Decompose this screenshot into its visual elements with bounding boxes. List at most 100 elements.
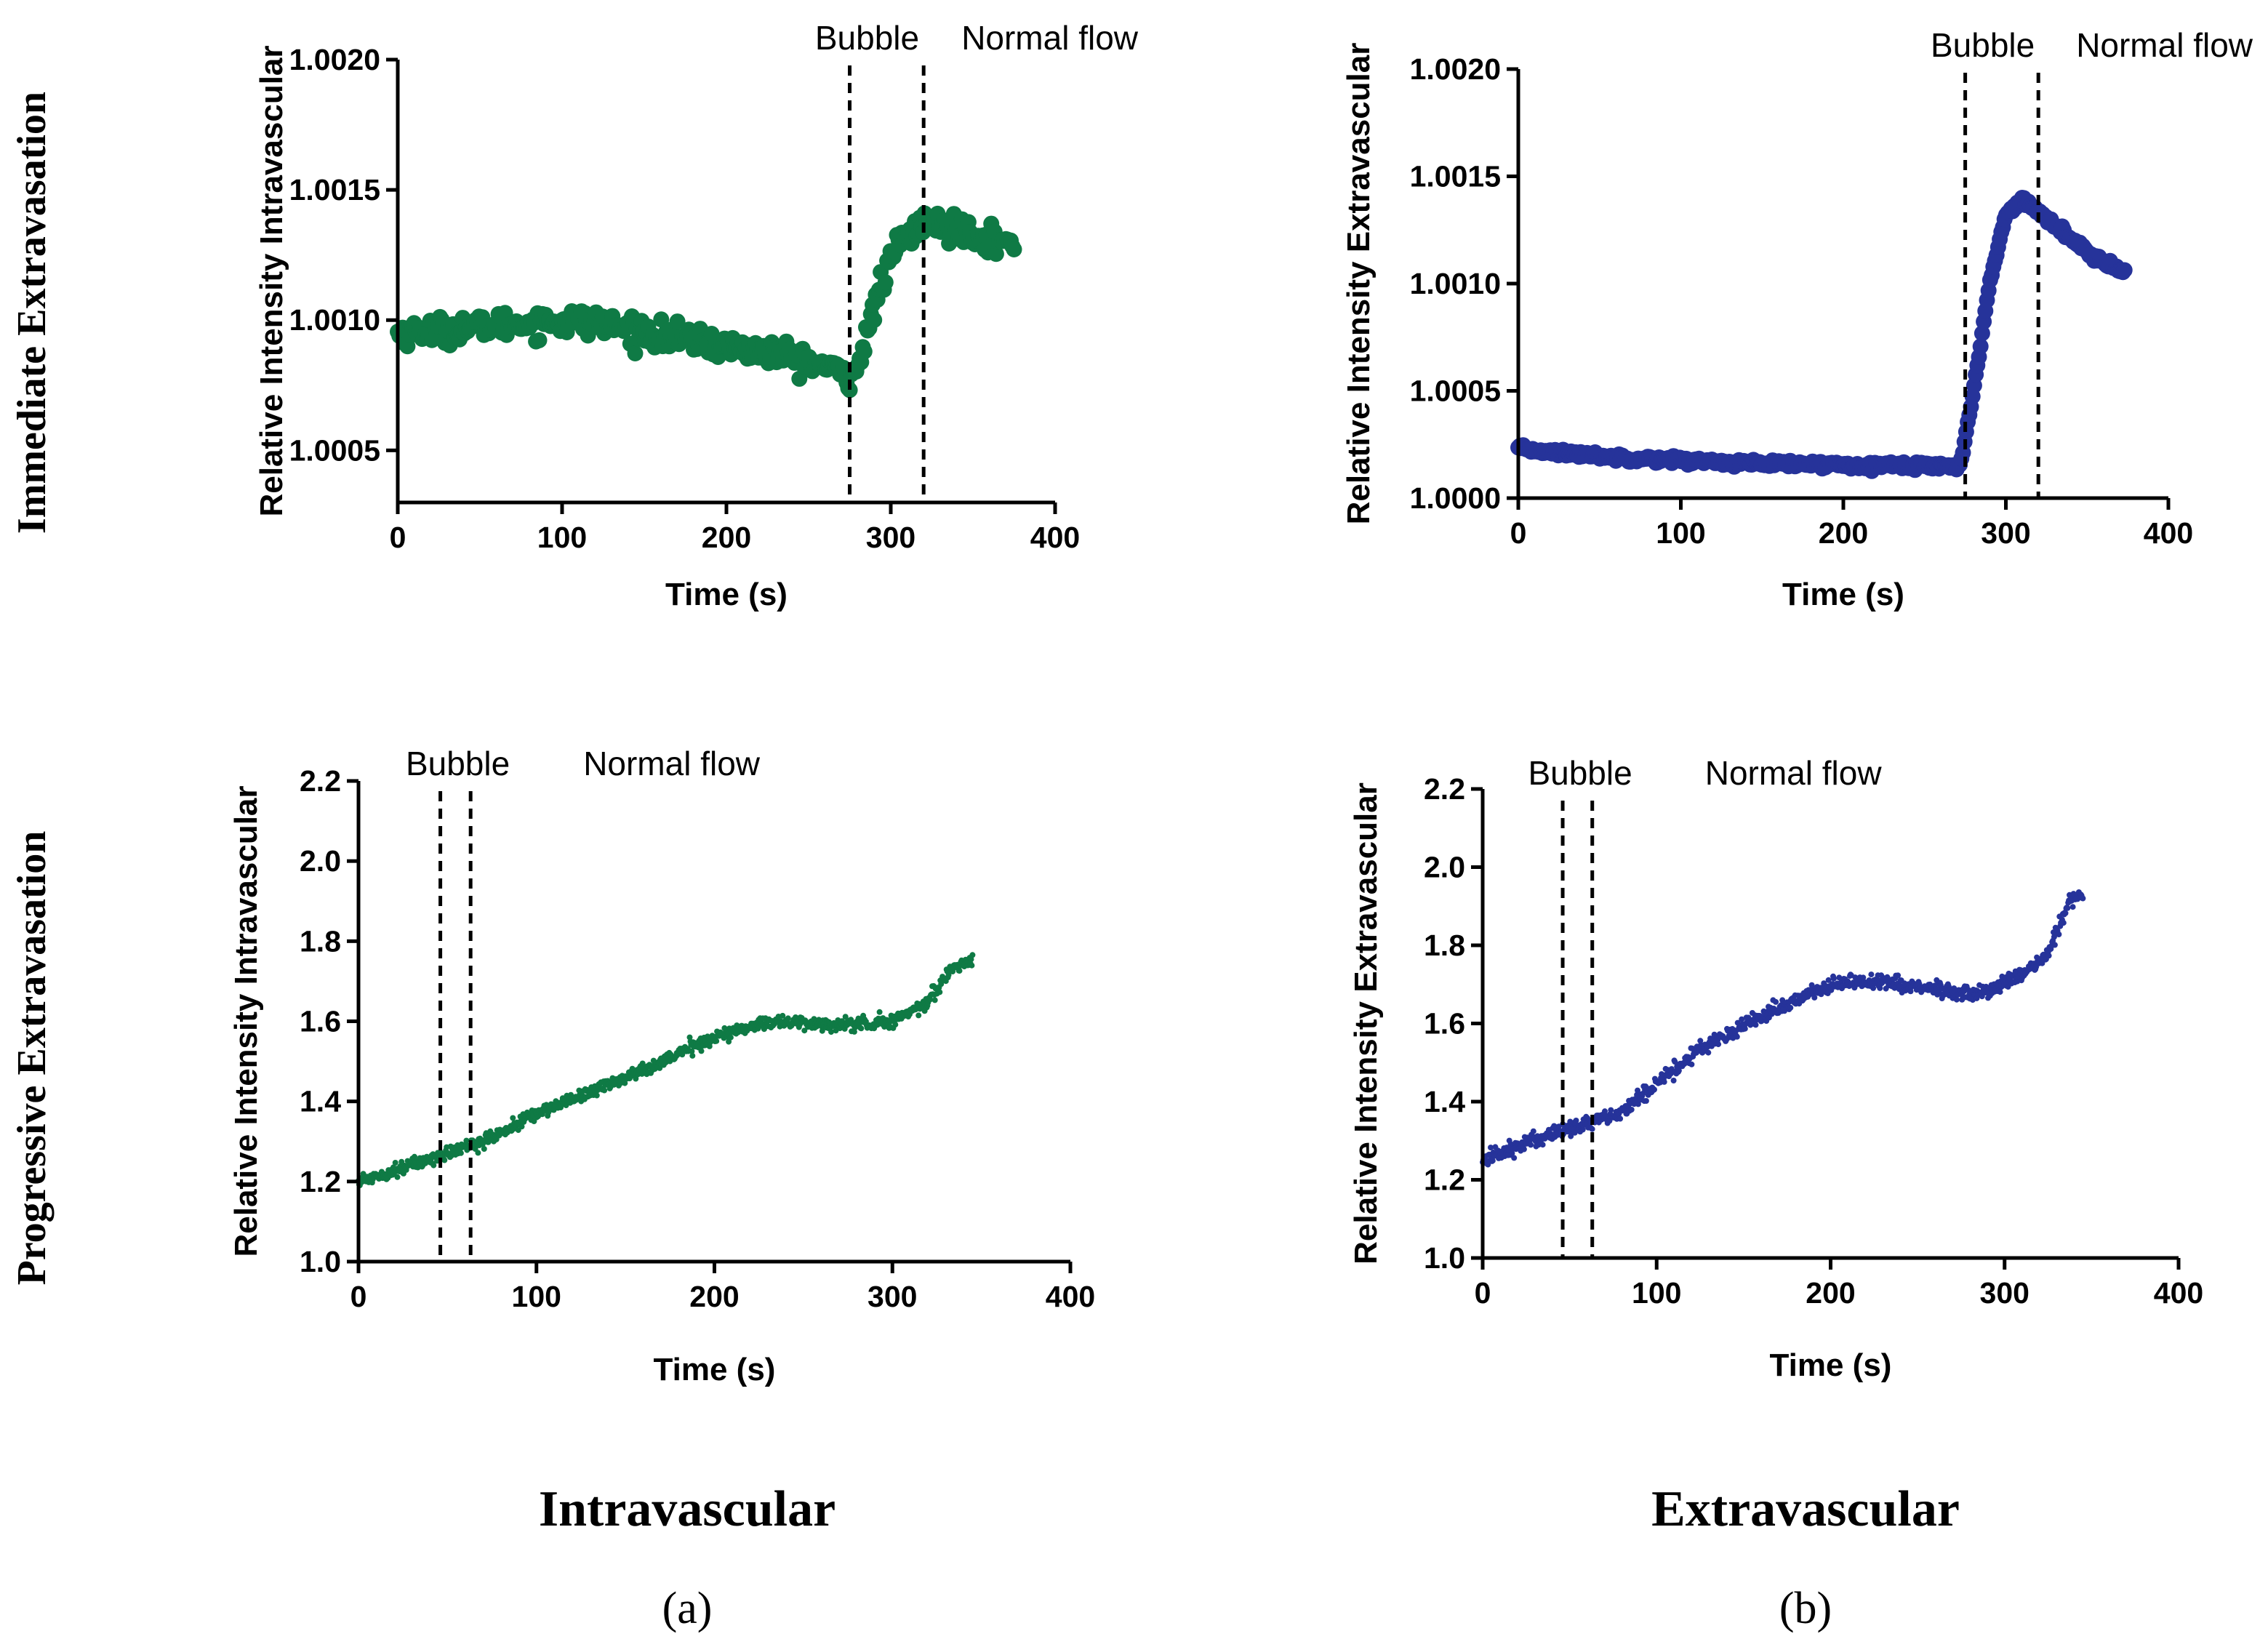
y-tick-label: 1.8 bbox=[1424, 929, 1465, 962]
data-point bbox=[463, 1137, 470, 1144]
y-tick-label: 2.2 bbox=[1424, 772, 1465, 806]
data-point bbox=[1628, 1107, 1635, 1113]
data-point bbox=[1742, 1025, 1748, 1032]
data-point bbox=[392, 1160, 398, 1166]
data-point bbox=[627, 345, 644, 361]
y-tick-label: 1.6 bbox=[1424, 1007, 1465, 1041]
y-tick-label: 1.0010 bbox=[1410, 267, 1501, 300]
y-axis-title: Relative Intensity Extravascular bbox=[1348, 782, 1384, 1265]
data-point bbox=[866, 312, 883, 329]
x-tick-label: 0 bbox=[350, 1280, 367, 1313]
data-point bbox=[876, 1009, 883, 1015]
data-point bbox=[1511, 1155, 1518, 1161]
panel-label-b: (b) bbox=[1779, 1584, 1832, 1633]
x-tick-label: 400 bbox=[2144, 516, 2193, 550]
chart-immediate-intravascular: 0 100 200 300 400 1.0005 1.0010 1.0015 1.0020 Bub… bbox=[254, 19, 1139, 612]
x-tick-label: 200 bbox=[1819, 516, 1868, 550]
data-point bbox=[1617, 1115, 1624, 1122]
x-tick-label: 100 bbox=[537, 521, 587, 554]
x-axis-title: Time (s) bbox=[1770, 1347, 1892, 1383]
y-tick-label: 1.0015 bbox=[289, 173, 380, 207]
data-point bbox=[856, 343, 873, 360]
data-point bbox=[669, 313, 686, 330]
data-point bbox=[1715, 1041, 1722, 1048]
row-label-immediate: Immediate Extravasation bbox=[9, 92, 55, 534]
x-tick-label: 400 bbox=[1030, 521, 1080, 554]
data-point bbox=[475, 1150, 481, 1156]
data-point bbox=[987, 246, 1004, 263]
x-tick-label: 300 bbox=[866, 521, 915, 554]
data-point bbox=[689, 1048, 695, 1054]
column-label-extravascular: Extravascular bbox=[1651, 1481, 1960, 1537]
data-point bbox=[858, 1025, 865, 1032]
data-point bbox=[457, 1150, 464, 1156]
data-point bbox=[1589, 1126, 1595, 1132]
data-point bbox=[638, 1070, 645, 1077]
data-point bbox=[1643, 1098, 1649, 1104]
normal-flow-label: Normal flow bbox=[961, 19, 1139, 57]
data-point bbox=[927, 996, 934, 1003]
y-tick-label: 1.0020 bbox=[1410, 52, 1501, 86]
data-point bbox=[1972, 338, 1989, 355]
x-tick-label: 100 bbox=[512, 1280, 561, 1313]
data-point bbox=[2116, 262, 2133, 278]
data-point bbox=[801, 1027, 808, 1034]
y-axis-title: Relative Intensity Intravascular bbox=[254, 45, 289, 516]
x-tick-label: 0 bbox=[390, 521, 406, 554]
data-point bbox=[698, 1048, 705, 1054]
x-tick-label: 100 bbox=[1632, 1276, 1681, 1310]
data-point bbox=[1579, 1126, 1586, 1133]
x-tick-label: 100 bbox=[1656, 516, 1705, 550]
data-point bbox=[1489, 1158, 1496, 1164]
bubble-label: Bubble bbox=[1528, 754, 1632, 792]
x-tick-label: 200 bbox=[1806, 1276, 1855, 1310]
data-point bbox=[713, 1038, 720, 1044]
panel-label-a: (a) bbox=[662, 1584, 713, 1633]
column-label-intravascular: Intravascular bbox=[539, 1481, 836, 1537]
data-point bbox=[1830, 975, 1837, 982]
data-point bbox=[399, 338, 416, 355]
data-points bbox=[356, 952, 976, 1188]
data-point bbox=[689, 1052, 696, 1059]
data-point bbox=[1661, 1078, 1667, 1085]
y-tick-label: 1.0 bbox=[1424, 1241, 1465, 1275]
y-tick-label: 1.0015 bbox=[1410, 160, 1501, 193]
chart-progressive-extravascular: 0 100 200 300 400 1.0 1.2 1.4 1.6 1.8 2.0 2.2 Bubble… bbox=[1348, 754, 2203, 1383]
x-tick-label: 200 bbox=[702, 521, 751, 554]
data-point bbox=[1997, 989, 2003, 995]
data-point bbox=[892, 1022, 899, 1028]
data-point bbox=[785, 1015, 791, 1022]
data-point bbox=[1734, 1019, 1741, 1026]
y-tick-label: 1.4 bbox=[300, 1085, 341, 1118]
y-axis-title: Relative Intensity Intravascular bbox=[228, 785, 264, 1257]
normal-flow-label: Normal flow bbox=[583, 745, 761, 782]
normal-flow-label: Normal flow bbox=[1705, 754, 1883, 792]
data-point bbox=[412, 1153, 417, 1160]
x-tick-label: 400 bbox=[2154, 1276, 2203, 1310]
data-point bbox=[2069, 904, 2076, 910]
data-point bbox=[1530, 1128, 1536, 1134]
y-tick-label: 1.0000 bbox=[1410, 481, 1501, 515]
bubble-label: Bubble bbox=[1931, 26, 2035, 64]
y-tick-label: 1.0005 bbox=[289, 433, 380, 467]
data-point bbox=[1509, 1150, 1515, 1156]
data-point bbox=[2062, 910, 2069, 916]
data-point bbox=[1782, 1008, 1787, 1014]
data-point bbox=[2045, 953, 2052, 959]
data-point bbox=[1670, 1078, 1677, 1083]
data-point bbox=[1573, 1118, 1579, 1123]
x-tick-label: 300 bbox=[1980, 1276, 2029, 1310]
data-point bbox=[931, 997, 938, 1003]
y-tick-label: 1.8 bbox=[300, 924, 341, 958]
y-tick-label: 1.0005 bbox=[1410, 374, 1501, 408]
data-point bbox=[1953, 996, 1960, 1003]
y-tick-label: 1.0 bbox=[300, 1245, 341, 1278]
chart-progressive-intravascular: 0 100 200 300 400 1.0 1.2 1.4 1.6 1.8 2.0 2.2 Bubble… bbox=[228, 745, 1095, 1387]
data-point bbox=[593, 1092, 600, 1099]
normal-flow-label: Normal flow bbox=[2076, 26, 2253, 64]
data-point bbox=[2051, 942, 2058, 948]
data-point bbox=[1675, 1067, 1682, 1074]
data-point bbox=[1651, 1086, 1657, 1093]
data-point bbox=[877, 274, 894, 291]
